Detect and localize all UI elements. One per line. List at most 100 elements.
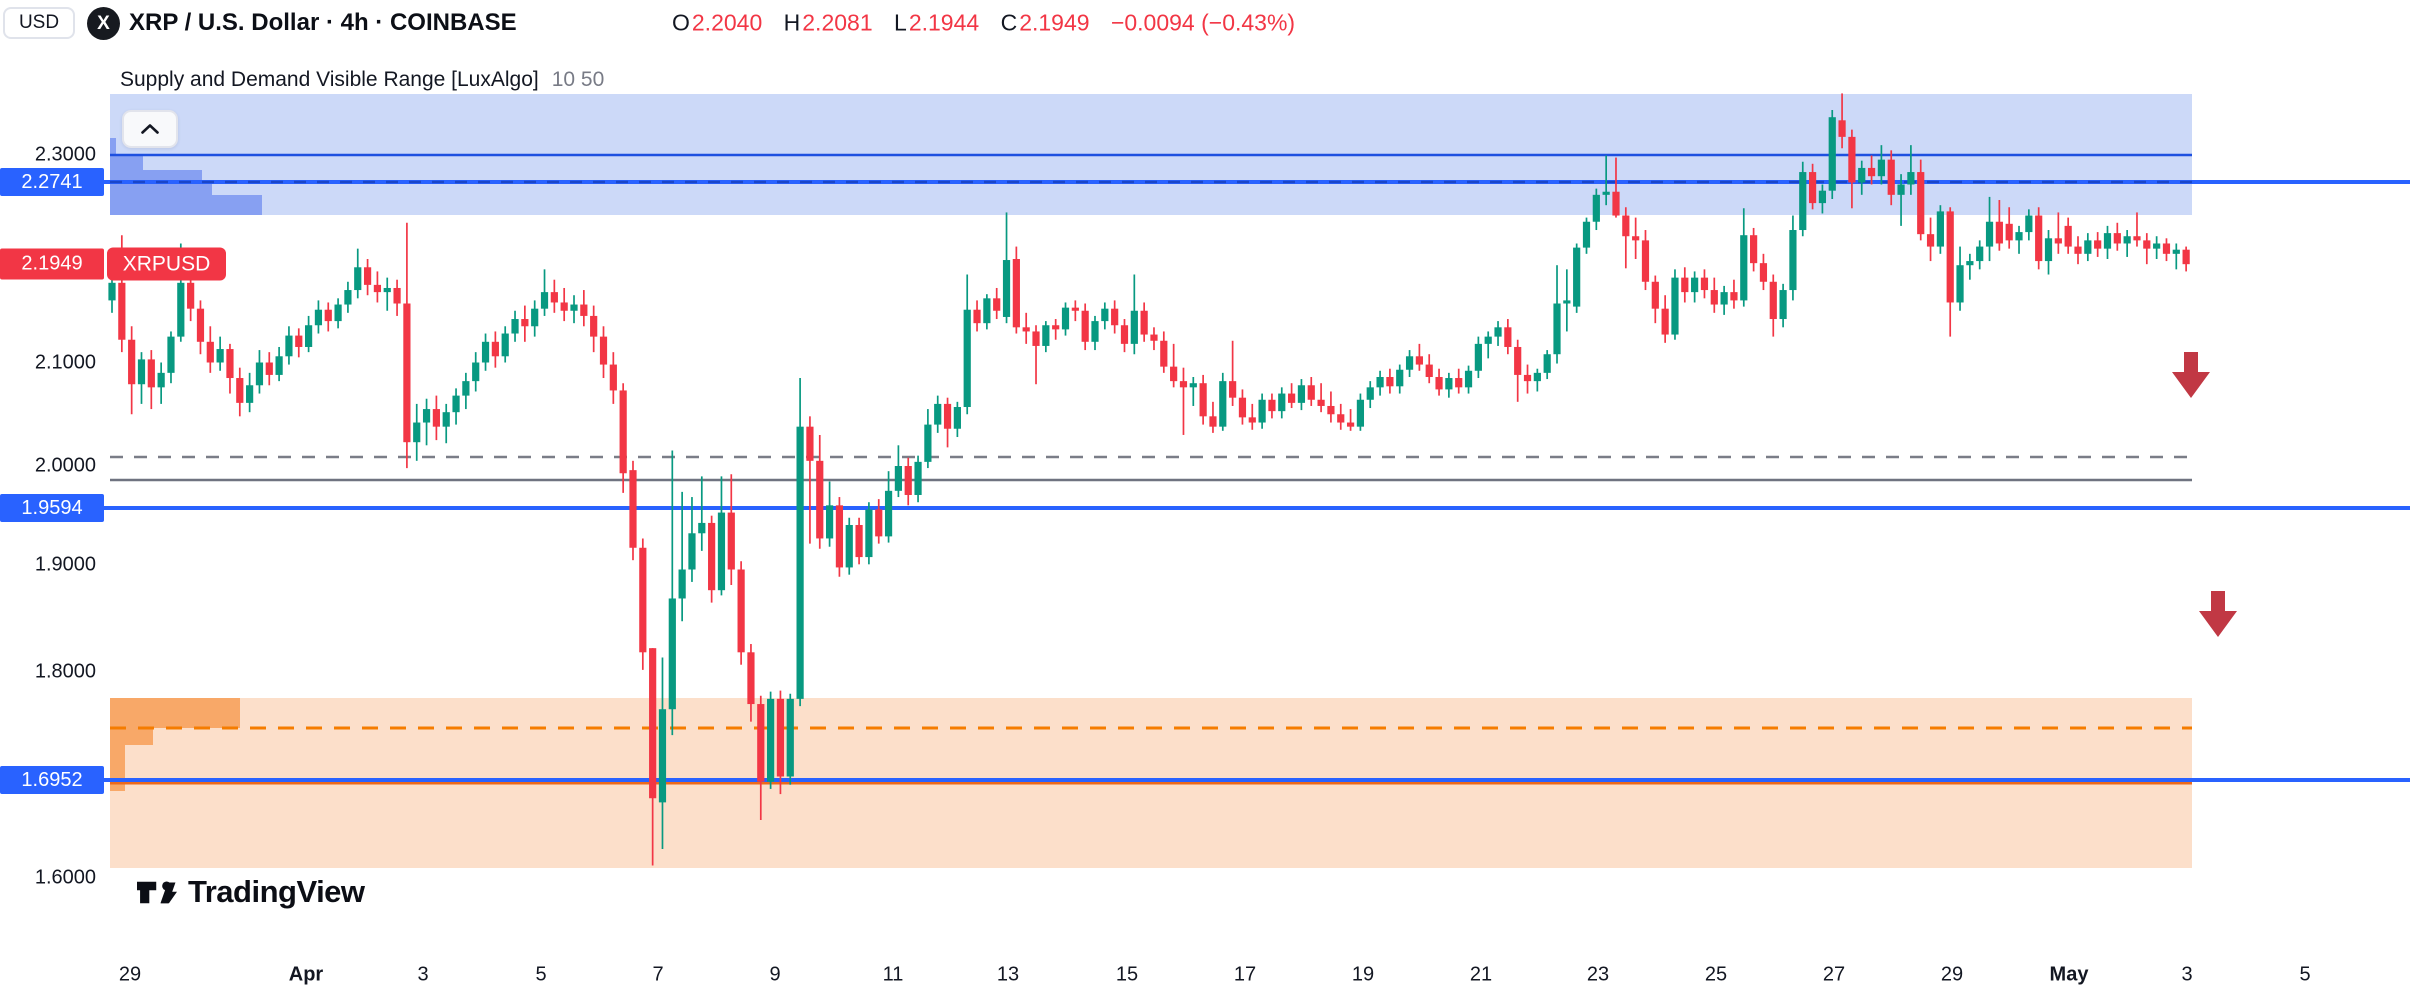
close-label: C <box>1000 9 1018 36</box>
currency-selector[interactable]: USD <box>3 7 75 39</box>
high-value: 2.2081 <box>802 9 873 36</box>
candle <box>1042 321 1050 353</box>
supply-volume-bar <box>110 170 202 182</box>
chevron-up-icon <box>141 124 159 134</box>
candle <box>1012 246 1020 334</box>
candle <box>1641 230 1650 291</box>
candle <box>1602 155 1610 206</box>
candle <box>1160 331 1168 373</box>
candle <box>295 328 303 358</box>
candle <box>698 476 706 551</box>
time-axis-label: 19 <box>1351 963 1375 986</box>
candle <box>540 269 549 316</box>
candle <box>1877 145 1885 185</box>
candle <box>265 352 273 386</box>
candle <box>305 315 313 353</box>
candle <box>2054 212 2062 254</box>
candle <box>324 302 332 332</box>
candle <box>1582 217 1591 254</box>
candle <box>1691 271 1699 303</box>
candle <box>1396 364 1404 394</box>
candle <box>668 450 676 736</box>
candle <box>128 326 136 415</box>
candle <box>157 362 165 404</box>
indicator-title[interactable]: Supply and Demand Visible Range [LuxAlgo… <box>120 68 539 91</box>
candle <box>1681 267 1689 303</box>
candle <box>1435 368 1443 396</box>
price-level-badge[interactable]: 1.6952 <box>0 766 104 794</box>
candle <box>2064 217 2072 254</box>
candle <box>1327 391 1335 423</box>
candle <box>1858 160 1866 195</box>
candle <box>216 336 224 371</box>
candle <box>816 434 824 549</box>
candle <box>521 305 529 342</box>
candle <box>993 287 1001 320</box>
candle <box>1907 145 1915 195</box>
candle <box>1946 207 1954 337</box>
candle <box>894 445 902 498</box>
candle <box>1553 265 1561 364</box>
candle <box>1061 302 1070 336</box>
candle <box>1976 240 1984 270</box>
candle <box>609 352 617 404</box>
candle <box>884 471 893 543</box>
candle <box>1504 319 1512 355</box>
candle <box>983 294 991 330</box>
indicator-row[interactable]: Supply and Demand Visible Range [LuxAlgo… <box>120 68 604 92</box>
candle <box>1867 155 1876 185</box>
candle <box>688 497 696 582</box>
candle <box>1543 350 1551 380</box>
candle <box>2044 230 2053 275</box>
candle <box>1170 343 1178 388</box>
candle <box>708 515 716 603</box>
candle <box>1828 109 1836 199</box>
candle <box>619 383 627 493</box>
candle <box>1750 227 1758 272</box>
candle <box>1376 370 1384 396</box>
candle <box>1592 188 1600 231</box>
price-axis-label: 2.3000 <box>34 143 96 166</box>
candle <box>462 372 470 410</box>
candle <box>1740 208 1748 307</box>
xrp-logo-icon: X <box>87 7 120 40</box>
candle <box>924 409 932 469</box>
candle <box>835 497 844 577</box>
candle <box>727 474 735 586</box>
tv-logo-icon <box>137 881 177 903</box>
candle <box>1464 365 1473 394</box>
supply-volume-bar <box>110 182 212 195</box>
candle <box>354 248 362 299</box>
price-level-badge[interactable]: 2.2741 <box>0 168 104 196</box>
candle <box>1150 327 1158 351</box>
tradingview-logo[interactable]: TradingView <box>137 874 365 910</box>
candle <box>717 476 726 596</box>
candle <box>590 305 598 353</box>
price-level-badge[interactable]: 1.9594 <box>0 494 104 522</box>
candle <box>904 457 912 506</box>
candle <box>1514 339 1522 402</box>
candle <box>1769 274 1777 337</box>
time-axis-label: 17 <box>1233 963 1257 986</box>
down-arrow-marker[interactable] <box>2172 352 2210 398</box>
time-axis-label: 25 <box>1704 963 1728 986</box>
symbol-title[interactable]: XRP / U.S. Dollar · 4h · COINBASE <box>129 9 517 36</box>
candle <box>1573 243 1581 313</box>
candle <box>187 274 195 322</box>
candle <box>452 388 460 425</box>
candle <box>963 274 971 415</box>
candle <box>678 491 686 622</box>
candle <box>1484 331 1492 359</box>
candle <box>1700 269 1709 299</box>
candle <box>344 281 352 313</box>
collapse-pane-button[interactable] <box>122 110 178 148</box>
candle <box>1622 207 1630 269</box>
down-arrow-marker[interactable] <box>2199 591 2237 637</box>
candle <box>246 372 254 413</box>
time-axis-label: 5 <box>535 963 547 986</box>
time-axis-label: May <box>2049 963 2089 986</box>
candle <box>1219 372 1227 431</box>
price-axis-label: 2.0000 <box>34 454 96 477</box>
time-axis-label: 21 <box>1469 963 1493 986</box>
